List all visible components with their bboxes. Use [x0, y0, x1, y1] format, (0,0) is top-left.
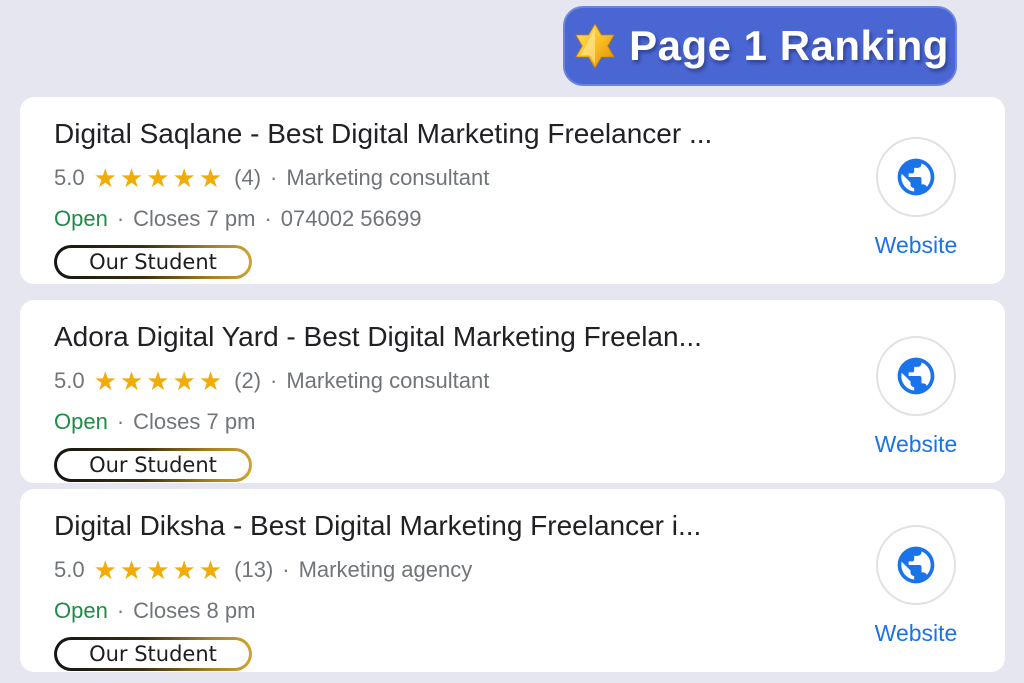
star-rating-icons: ★★★★★ — [93, 163, 226, 193]
rating-value: 5.0 — [54, 165, 85, 190]
closing-time: Closes 7 pm — [133, 206, 256, 231]
rating-row: 5.0 ★★★★★ (2) · Marketing consultant — [54, 366, 975, 396]
page-1-ranking-banner: Page 1 Ranking — [563, 6, 957, 86]
website-button[interactable] — [876, 525, 956, 605]
badge-label: Our Student — [57, 640, 249, 668]
website-action[interactable]: Website — [861, 336, 971, 458]
website-link-label[interactable]: Website — [874, 620, 958, 646]
search-result-card[interactable]: Adora Digital Yard - Best Digital Market… — [20, 300, 1005, 483]
business-title[interactable]: Digital Diksha - Best Digital Marketing … — [54, 510, 702, 541]
closing-time: Closes 7 pm — [133, 409, 256, 434]
dot-separator: · — [270, 165, 278, 190]
hours-row: Open · Closes 7 pm · 074002 56699 — [54, 204, 975, 234]
our-student-badge: Our Student — [54, 448, 252, 482]
hours-row: Open · Closes 8 pm — [54, 596, 975, 626]
hours-row: Open · Closes 7 pm — [54, 407, 975, 437]
globe-icon — [897, 546, 935, 584]
rating-value: 5.0 — [54, 557, 85, 582]
badge-label: Our Student — [57, 451, 249, 479]
dot-separator: · — [270, 368, 278, 393]
dot-separator: · — [116, 206, 125, 231]
globe-icon — [897, 357, 935, 395]
star-rating-icons: ★★★★★ — [93, 555, 226, 585]
website-link-label[interactable]: Website — [874, 431, 958, 457]
website-button[interactable] — [876, 336, 956, 416]
business-category: Marketing agency — [298, 557, 473, 582]
banner-label: Page 1 Ranking — [629, 22, 949, 69]
open-status: Open — [54, 409, 108, 434]
our-student-badge: Our Student — [54, 637, 252, 671]
rating-row: 5.0 ★★★★★ (4) · Marketing consultant — [54, 163, 975, 193]
website-action[interactable]: Website — [861, 525, 971, 647]
website-action[interactable]: Website — [861, 137, 971, 259]
business-title[interactable]: Adora Digital Yard - Best Digital Market… — [54, 321, 702, 352]
rating-value: 5.0 — [54, 368, 85, 393]
closing-time: Closes 8 pm — [133, 598, 256, 623]
business-category: Marketing consultant — [286, 165, 490, 190]
dot-separator: · — [116, 598, 125, 623]
dot-separator: · — [282, 557, 290, 582]
star-rating-icons: ★★★★★ — [93, 366, 226, 396]
our-student-badge: Our Student — [54, 245, 252, 279]
dot-separator: · — [264, 206, 272, 231]
dot-separator: · — [116, 409, 125, 434]
website-link-label[interactable]: Website — [874, 232, 958, 258]
gold-star-icon — [575, 23, 615, 69]
business-title[interactable]: Digital Saqlane - Best Digital Marketing… — [54, 118, 713, 149]
website-button[interactable] — [876, 137, 956, 217]
review-count[interactable]: (2) — [234, 368, 262, 393]
open-status: Open — [54, 598, 108, 623]
phone-number: 074002 56699 — [280, 206, 422, 231]
open-status: Open — [54, 206, 108, 231]
globe-icon — [897, 158, 935, 196]
review-count[interactable]: (13) — [234, 557, 274, 582]
review-count[interactable]: (4) — [234, 165, 262, 190]
business-category: Marketing consultant — [286, 368, 490, 393]
badge-label: Our Student — [57, 248, 249, 276]
search-result-card[interactable]: Digital Diksha - Best Digital Marketing … — [20, 489, 1005, 672]
rating-row: 5.0 ★★★★★ (13) · Marketing agency — [54, 555, 975, 585]
search-result-card[interactable]: Digital Saqlane - Best Digital Marketing… — [20, 97, 1005, 284]
